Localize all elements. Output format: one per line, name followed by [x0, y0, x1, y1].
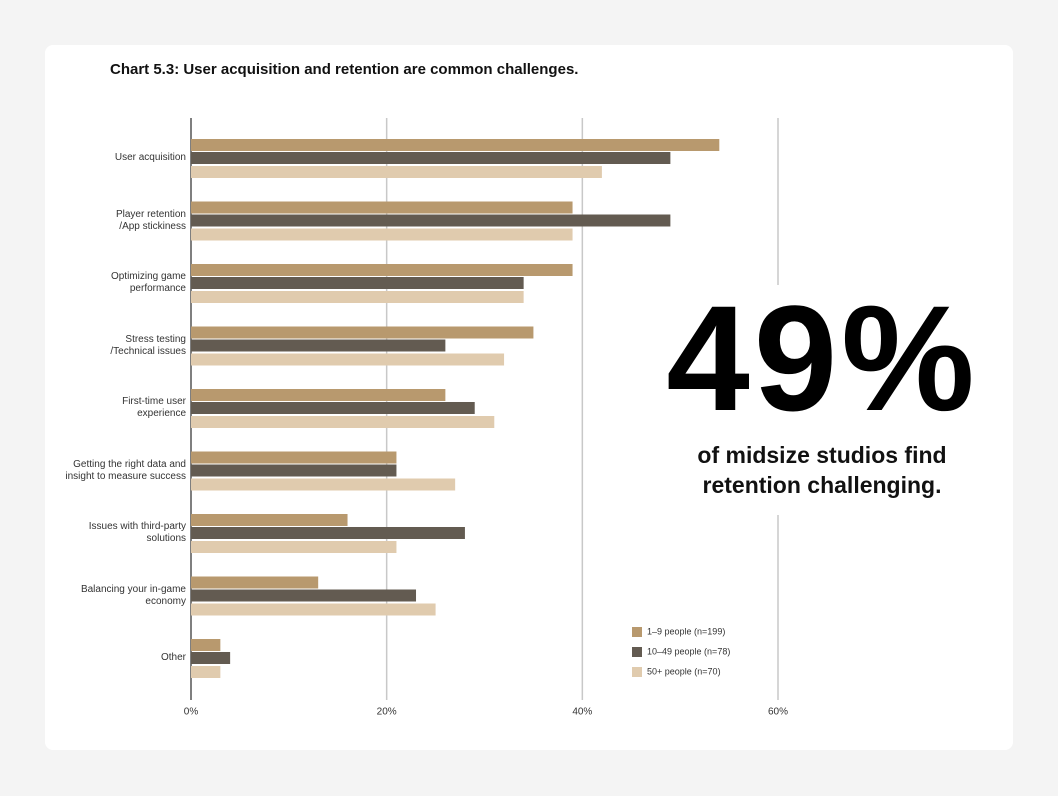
x-tick-label: 40%: [572, 707, 592, 718]
bar: [191, 576, 319, 589]
bar: [191, 416, 495, 428]
bar: [191, 166, 602, 178]
bar: [191, 478, 456, 491]
bar: [191, 402, 475, 414]
bar: [191, 639, 221, 651]
bar: [191, 451, 397, 464]
bar: [191, 464, 397, 477]
y-tick-label: Player retention /App stickiness: [115, 208, 186, 232]
y-tick-label: Other: [160, 652, 186, 663]
bar: [191, 201, 573, 214]
y-tick-label: Balancing your in-game economy: [80, 583, 186, 607]
bar: [191, 353, 505, 366]
bar: [191, 527, 465, 539]
bar: [191, 139, 720, 151]
annotation-bg: [650, 285, 995, 515]
bar: [191, 603, 436, 616]
bar: [191, 666, 221, 678]
bar: [191, 228, 573, 241]
bar: [191, 514, 348, 526]
annotation-headline: 49%: [666, 274, 979, 442]
y-tick-label: Stress testing /Technical issues: [110, 333, 186, 357]
legend-swatch: [632, 647, 642, 657]
bar: [191, 589, 417, 602]
chart-title: Chart 5.3: User acquisition and retentio…: [110, 61, 578, 78]
y-tick-label: Issues with third-party solutions: [88, 521, 186, 544]
bar: [191, 277, 524, 289]
legend-swatch: [632, 667, 642, 677]
bar: [191, 652, 231, 664]
y-tick-label: Optimizing game performance: [110, 271, 186, 294]
legend-label: 10–49 people (n=78): [647, 646, 730, 656]
y-tick-label: First-time user experience: [122, 396, 186, 419]
legend-swatch: [632, 627, 642, 637]
x-tick-label: 20%: [377, 707, 397, 718]
bar: [191, 541, 397, 553]
y-tick-label: User acquisition: [114, 152, 186, 163]
legend-label: 1–9 people (n=199): [647, 626, 725, 636]
x-tick-label: 60%: [768, 707, 788, 718]
bar: [191, 152, 671, 164]
bar: [191, 264, 573, 276]
legend-label: 50+ people (n=70): [647, 666, 721, 676]
bar: [191, 291, 524, 303]
bar: [191, 389, 446, 401]
bar: [191, 339, 446, 352]
annotation-text: of midsize studios find retention challe…: [697, 442, 947, 498]
x-tick-label: 0%: [184, 707, 199, 718]
bar: [191, 326, 534, 339]
bar: [191, 214, 671, 227]
y-tick-label: Getting the right data and insight to me…: [65, 458, 186, 482]
